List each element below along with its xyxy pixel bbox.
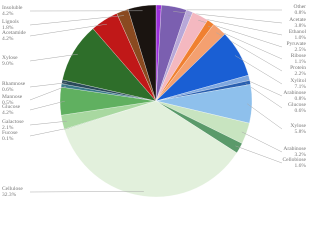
slice-label: Fucose <box>2 130 18 136</box>
slice-value-label: 3.2% <box>295 152 307 158</box>
slice-value-label: 4.2% <box>2 36 14 42</box>
slice-label: Galactose <box>2 119 24 125</box>
leader-line <box>29 53 78 62</box>
slice-value-label: 4.2% <box>2 110 14 116</box>
slice-value-label: 2.1% <box>2 125 14 131</box>
slice-label: Xylitol <box>290 78 306 84</box>
slice-label: Other <box>293 4 306 10</box>
pie-slice <box>64 100 238 198</box>
slice-label: Cellobiose <box>282 157 306 163</box>
slice-label: Rhamnose <box>2 81 26 87</box>
slice-value-label: 1.6% <box>295 163 307 169</box>
slice-label: Lignols <box>2 19 19 25</box>
slice-value-label: 4.2% <box>2 11 14 17</box>
leader-line <box>29 100 65 111</box>
leader-line <box>234 55 283 85</box>
slice-value-label: 1.1% <box>295 59 307 65</box>
slice-value-label: 2.5% <box>295 47 307 53</box>
slice-label: Insoluble <box>2 5 23 11</box>
leader-line <box>245 83 283 109</box>
slice-value-label: 32.3% <box>2 192 17 198</box>
slice-label: Ethanol <box>289 29 307 35</box>
slice-value-label: 9.0% <box>2 61 14 67</box>
slice-label: Xylose <box>2 55 18 61</box>
slice-label: Mannose <box>2 94 23 100</box>
slice-value-label: 2.2% <box>295 71 307 77</box>
slice-value-label: 0.5% <box>2 100 14 106</box>
slice-value-label: 3.8% <box>295 23 307 29</box>
leader-line <box>29 85 67 101</box>
chart: Other0.8%Acetate3.8%Ethanol1.0%Pyruvate2… <box>2 4 307 198</box>
leader-line <box>29 191 144 193</box>
slice-value-label: 0.8% <box>295 10 307 16</box>
leader-line <box>247 103 283 130</box>
leader-line <box>235 145 283 164</box>
slice-label: Acetate <box>289 17 306 23</box>
pie-slice <box>127 4 157 102</box>
slice-value-label: 0.6% <box>2 87 14 93</box>
slice-label: Glucose <box>2 104 21 110</box>
leader-line <box>29 82 67 88</box>
slice-label: Arabinose <box>283 146 306 152</box>
leader-line <box>244 78 283 97</box>
slice-value-label: 0.8% <box>295 96 307 102</box>
slice-label: Ribose <box>291 53 307 59</box>
leader-line <box>29 127 69 137</box>
slice-value-label: 0.1% <box>2 136 14 142</box>
slice-label: Acetamide <box>2 30 26 36</box>
leader-line <box>29 120 68 126</box>
slice-label: Pyruvate <box>286 41 306 47</box>
slice-label: Arabinose <box>283 90 306 96</box>
slice-value-label: 7.1% <box>295 84 307 90</box>
slice-value-label: 0.6% <box>295 108 307 114</box>
leader-line <box>29 23 107 37</box>
slice-label: Xylose <box>290 123 306 129</box>
slice-label: Cellulose <box>2 186 23 192</box>
leader-line <box>241 131 283 153</box>
slice-value-label: 5.8% <box>295 129 307 135</box>
slice-value-label: 1.0% <box>295 35 307 41</box>
leader-line <box>29 15 125 26</box>
slice-label: Protein <box>290 65 306 71</box>
slice-value-label: 1.8% <box>2 25 14 31</box>
slice-label: Glucose <box>288 102 307 108</box>
